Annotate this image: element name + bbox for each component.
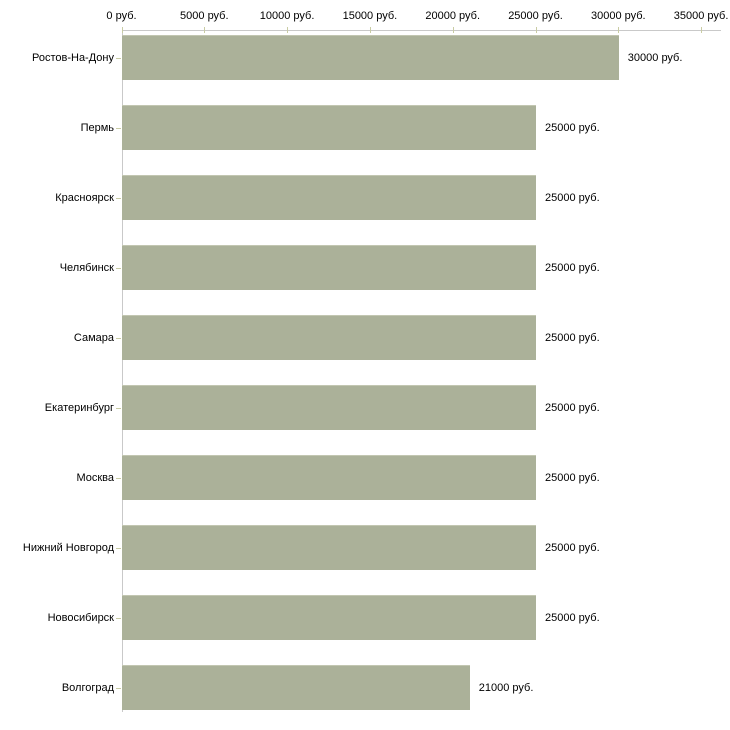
x-axis-tick	[121, 26, 123, 33]
category-label: Самара	[73, 331, 114, 344]
bar	[122, 525, 536, 570]
y-axis-tick	[116, 127, 121, 129]
bar	[122, 105, 536, 150]
bar	[122, 245, 536, 290]
category-label: Пермь	[80, 121, 114, 134]
bar	[122, 665, 470, 710]
category-label: Челябинск	[59, 261, 114, 274]
category-label: Красноярск	[55, 191, 114, 204]
x-axis-tick	[701, 26, 703, 33]
value-label: 25000 руб.	[545, 541, 600, 554]
x-axis-tick-label: 10000 руб.	[259, 10, 315, 22]
bar	[122, 315, 536, 360]
x-axis-tick-label: 5000 руб.	[180, 10, 229, 22]
bar	[122, 35, 619, 80]
y-axis-tick	[116, 267, 121, 269]
bar	[122, 385, 536, 430]
value-label: 25000 руб.	[545, 331, 600, 344]
value-label: 25000 руб.	[545, 401, 600, 414]
x-axis-tick-label: 0 руб.	[106, 10, 137, 22]
bar	[122, 595, 536, 640]
category-label: Нижний Новгород	[22, 541, 114, 554]
value-label: 30000 руб.	[627, 51, 683, 64]
x-axis-line	[121, 30, 721, 31]
value-label: 21000 руб.	[478, 681, 534, 694]
category-label: Волгоград	[61, 681, 114, 694]
y-axis-tick	[116, 407, 121, 409]
value-label: 25000 руб.	[545, 261, 600, 274]
x-axis-tick-label: 30000 руб.	[590, 10, 646, 22]
x-axis-tick	[287, 26, 289, 33]
x-axis-tick	[452, 26, 454, 33]
x-axis-tick-label: 15000 руб.	[342, 10, 398, 22]
y-axis-tick	[116, 687, 121, 689]
y-axis-tick	[116, 197, 121, 199]
bar	[122, 455, 536, 500]
bar	[122, 175, 536, 220]
x-axis-tick-label: 25000 руб.	[508, 10, 563, 22]
value-label: 25000 руб.	[545, 191, 600, 204]
x-axis-tick	[369, 26, 371, 33]
category-label: Новосибирск	[47, 611, 114, 624]
x-axis-tick	[618, 26, 620, 33]
y-axis-line	[121, 30, 123, 712]
category-label: Ростов-На-Дону	[31, 51, 114, 64]
category-label: Екатеринбург	[44, 401, 114, 414]
x-axis-tick	[535, 26, 537, 33]
y-axis-tick	[116, 547, 121, 549]
x-axis-tick-label: 35000 руб.	[673, 10, 729, 22]
y-axis-tick	[116, 617, 121, 619]
value-label: 25000 руб.	[545, 611, 600, 624]
y-axis-tick	[116, 337, 121, 339]
category-label: Москва	[76, 471, 114, 484]
y-axis-tick	[116, 477, 121, 479]
value-label: 25000 руб.	[545, 121, 600, 134]
value-label: 25000 руб.	[545, 471, 600, 484]
y-axis-tick	[116, 57, 121, 59]
x-axis-tick-label: 20000 руб.	[425, 10, 480, 22]
x-axis-tick	[204, 26, 206, 33]
